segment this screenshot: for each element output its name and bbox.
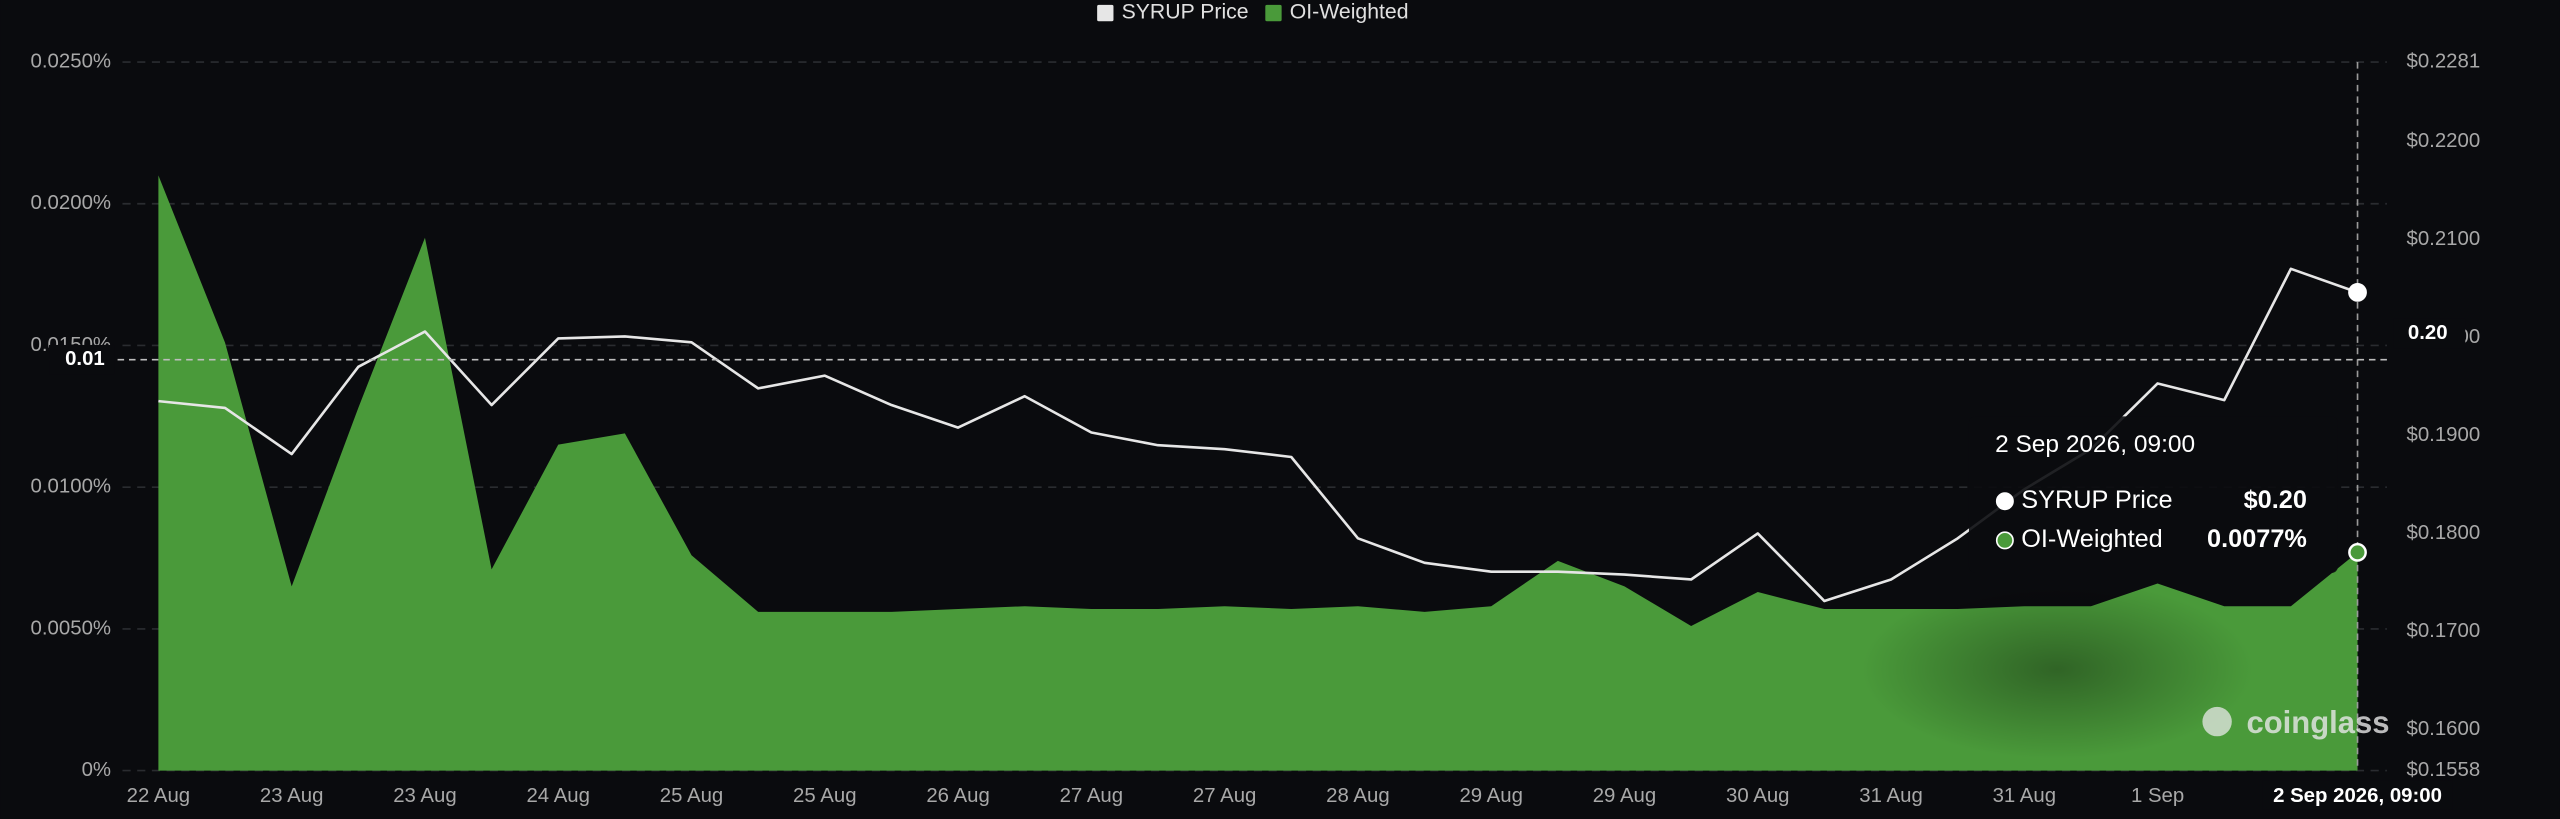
x-tick-label: 30 Aug [1726,785,1790,807]
watermark-text: coinglass [2247,705,2390,740]
area [158,175,2358,771]
y2-tick-label: $0.2100 [2407,228,2481,250]
x-tick-label: 31 Aug [1993,785,2057,807]
x-tick-label: 28 Aug [1326,785,1390,807]
tooltip-series-name: OI-Weighted [2021,525,2163,553]
x-tick-label: 27 Aug [1060,785,1124,807]
x-crosshair-label-bg [2262,780,2453,810]
y2-tick-label: $0.1558 [2407,759,2481,781]
x-tick-label: 2 Sep 2026, 09:00 [2273,785,2442,807]
legend-swatch [1097,4,1114,22]
y-tick-label: 0.0050% [31,617,112,639]
overlay: 22 Aug 23 Aug 23 Aug 24 Aug 25 Aug 25 Aug 26 A… [49,1,2466,810]
x-tick-label: 29 Aug [1593,785,1657,807]
legend-swatch [1265,4,1282,22]
hover-point [2348,542,2367,562]
legend-label: OI-Weighted [1290,1,1409,24]
tooltip-dot [1995,531,2014,550]
legend-label: SYRUP Price [1122,1,1249,24]
crosshair-y-label-bg [49,344,115,375]
x-tick-label: 1 Sep [2131,785,2184,807]
tooltip-bg [1968,416,2338,574]
x-tick-label: 27 Aug [1193,785,1257,807]
watermark-icon [2202,706,2232,737]
x-tick-label: 23 Aug [260,785,324,807]
x-tick-label: 31 Aug [1859,785,1923,807]
crosshair-y2-label-bg [2393,318,2466,349]
y2-tick-label: $0.1700 [2407,620,2481,642]
crosshair-y2-label: 0.20 [2408,322,2448,344]
y2-tick-label: $0.2281 [2407,50,2481,72]
y2-tick-label: $0.1600 [2407,718,2481,740]
shadow [1861,579,2254,760]
legend-item: SYRUP Price [1097,1,1249,24]
legend-item: OI-Weighted [1265,1,1409,24]
y-tick-label: 0.0250% [31,50,112,72]
y-tick-label: 0.0100% [31,476,112,498]
y2-tick-label: $0.2200 [2407,130,2481,152]
x-tick-label: 26 Aug [926,785,990,807]
tooltip: 2 Sep 2026, 09:00 SYRUP Price $0.20 OI-Weig… [1968,416,2338,574]
y-tick-label: 0% [82,759,111,781]
hover-point [2348,282,2367,302]
tooltip-dot [1995,492,2014,511]
tooltip-value: 0.0077% [2207,525,2307,553]
crosshair-y-label: 0.01 [65,348,105,370]
x-tick-label: 25 Aug [793,785,857,807]
tooltip-series-name: SYRUP Price [2021,486,2172,514]
x-tick-label: 29 Aug [1459,785,1523,807]
tooltip-value: $0.20 [2244,486,2307,514]
y2-tick-label: $0.1800 [2407,522,2481,544]
x-tick-label: 24 Aug [526,785,590,807]
tooltip-title: 2 Sep 2026, 09:00 [1995,431,2195,458]
watermark: coinglass [2202,705,2390,740]
y-tick-label: 0.0200% [31,192,112,214]
x-tick-label: 22 Aug [127,785,191,807]
x-tick-label: 23 Aug [393,785,457,807]
x-tick-label: 25 Aug [660,785,724,807]
y2-tick-label: $0.1900 [2407,424,2481,446]
